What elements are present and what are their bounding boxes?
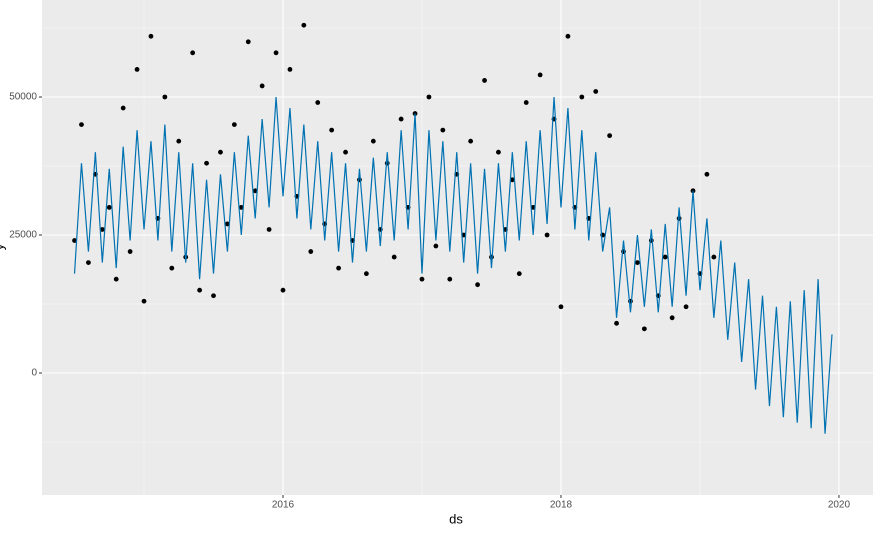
data-point: [683, 304, 689, 310]
data-point: [475, 282, 480, 288]
data-point: [635, 260, 640, 265]
data-point: [544, 232, 550, 238]
data-point: [447, 276, 453, 282]
data-point: [370, 138, 376, 144]
data-point: [516, 271, 522, 277]
data-point: [266, 227, 272, 232]
data-point: [231, 122, 237, 127]
data-point: [433, 243, 439, 249]
data-point: [669, 315, 675, 321]
data-point: [711, 254, 717, 260]
data-point: [72, 238, 77, 243]
data-point: [176, 138, 182, 144]
data-point: [579, 94, 585, 100]
data-point: [607, 133, 613, 139]
data-point: [523, 100, 529, 105]
data-point: [134, 66, 140, 72]
data-point: [676, 216, 682, 221]
data-point: [79, 122, 84, 127]
y-tick-label: 50000: [9, 92, 37, 103]
data-point: [169, 265, 175, 271]
data-point: [273, 50, 279, 56]
data-point: [238, 204, 244, 210]
data-point: [537, 72, 543, 78]
data-point: [329, 127, 335, 133]
data-point: [593, 89, 599, 94]
data-point: [363, 271, 369, 277]
data-point: [357, 177, 362, 183]
data-point: [197, 287, 203, 293]
data-point: [641, 326, 647, 332]
data-point: [315, 100, 321, 105]
data-point: [99, 227, 105, 232]
y-tick-label: 25000: [9, 230, 37, 241]
data-point: [565, 33, 571, 39]
data-point: [204, 160, 209, 166]
data-point: [398, 116, 404, 122]
plot-panel: [42, 0, 873, 495]
data-point: [336, 265, 341, 271]
data-point: [280, 287, 286, 293]
data-point: [426, 94, 432, 100]
data-point: [496, 149, 501, 155]
data-point: [391, 254, 397, 260]
data-point: [301, 22, 307, 28]
data-point: [614, 320, 619, 326]
data-point: [211, 293, 216, 299]
x-tick-label: 2018: [550, 500, 573, 511]
data-point: [662, 254, 668, 260]
data-point: [287, 66, 293, 72]
data-point: [509, 177, 515, 183]
data-point: [225, 221, 230, 227]
marks: [72, 22, 833, 434]
data-point: [148, 33, 154, 39]
data-point: [162, 94, 168, 100]
forecast-line: [73, 96, 833, 434]
data-point: [468, 138, 474, 144]
data-point: [558, 304, 564, 310]
data-point: [190, 50, 196, 56]
data-point: [120, 105, 126, 111]
data-point: [704, 171, 710, 177]
data-point: [419, 276, 425, 282]
data-point: [245, 39, 251, 45]
y-axis-title: y: [0, 243, 6, 250]
x-axis-title: ds: [449, 511, 463, 526]
data-point: [252, 188, 258, 194]
y-tick-label: 0: [31, 368, 37, 379]
data-point: [106, 204, 112, 210]
data-point: [308, 249, 314, 254]
grid: [42, 0, 873, 495]
data-point: [384, 160, 390, 166]
data-point: [482, 78, 487, 83]
data-point: [259, 83, 265, 89]
data-point: [141, 298, 147, 304]
x-tick-label: 2020: [828, 500, 851, 511]
x-tick-label: 2016: [272, 500, 295, 511]
data-point: [343, 149, 348, 155]
data-point: [489, 254, 494, 260]
data-point: [113, 276, 119, 282]
data-point: [86, 260, 91, 265]
data-point: [127, 249, 133, 254]
data-point: [440, 127, 446, 133]
data-point: [218, 149, 223, 155]
